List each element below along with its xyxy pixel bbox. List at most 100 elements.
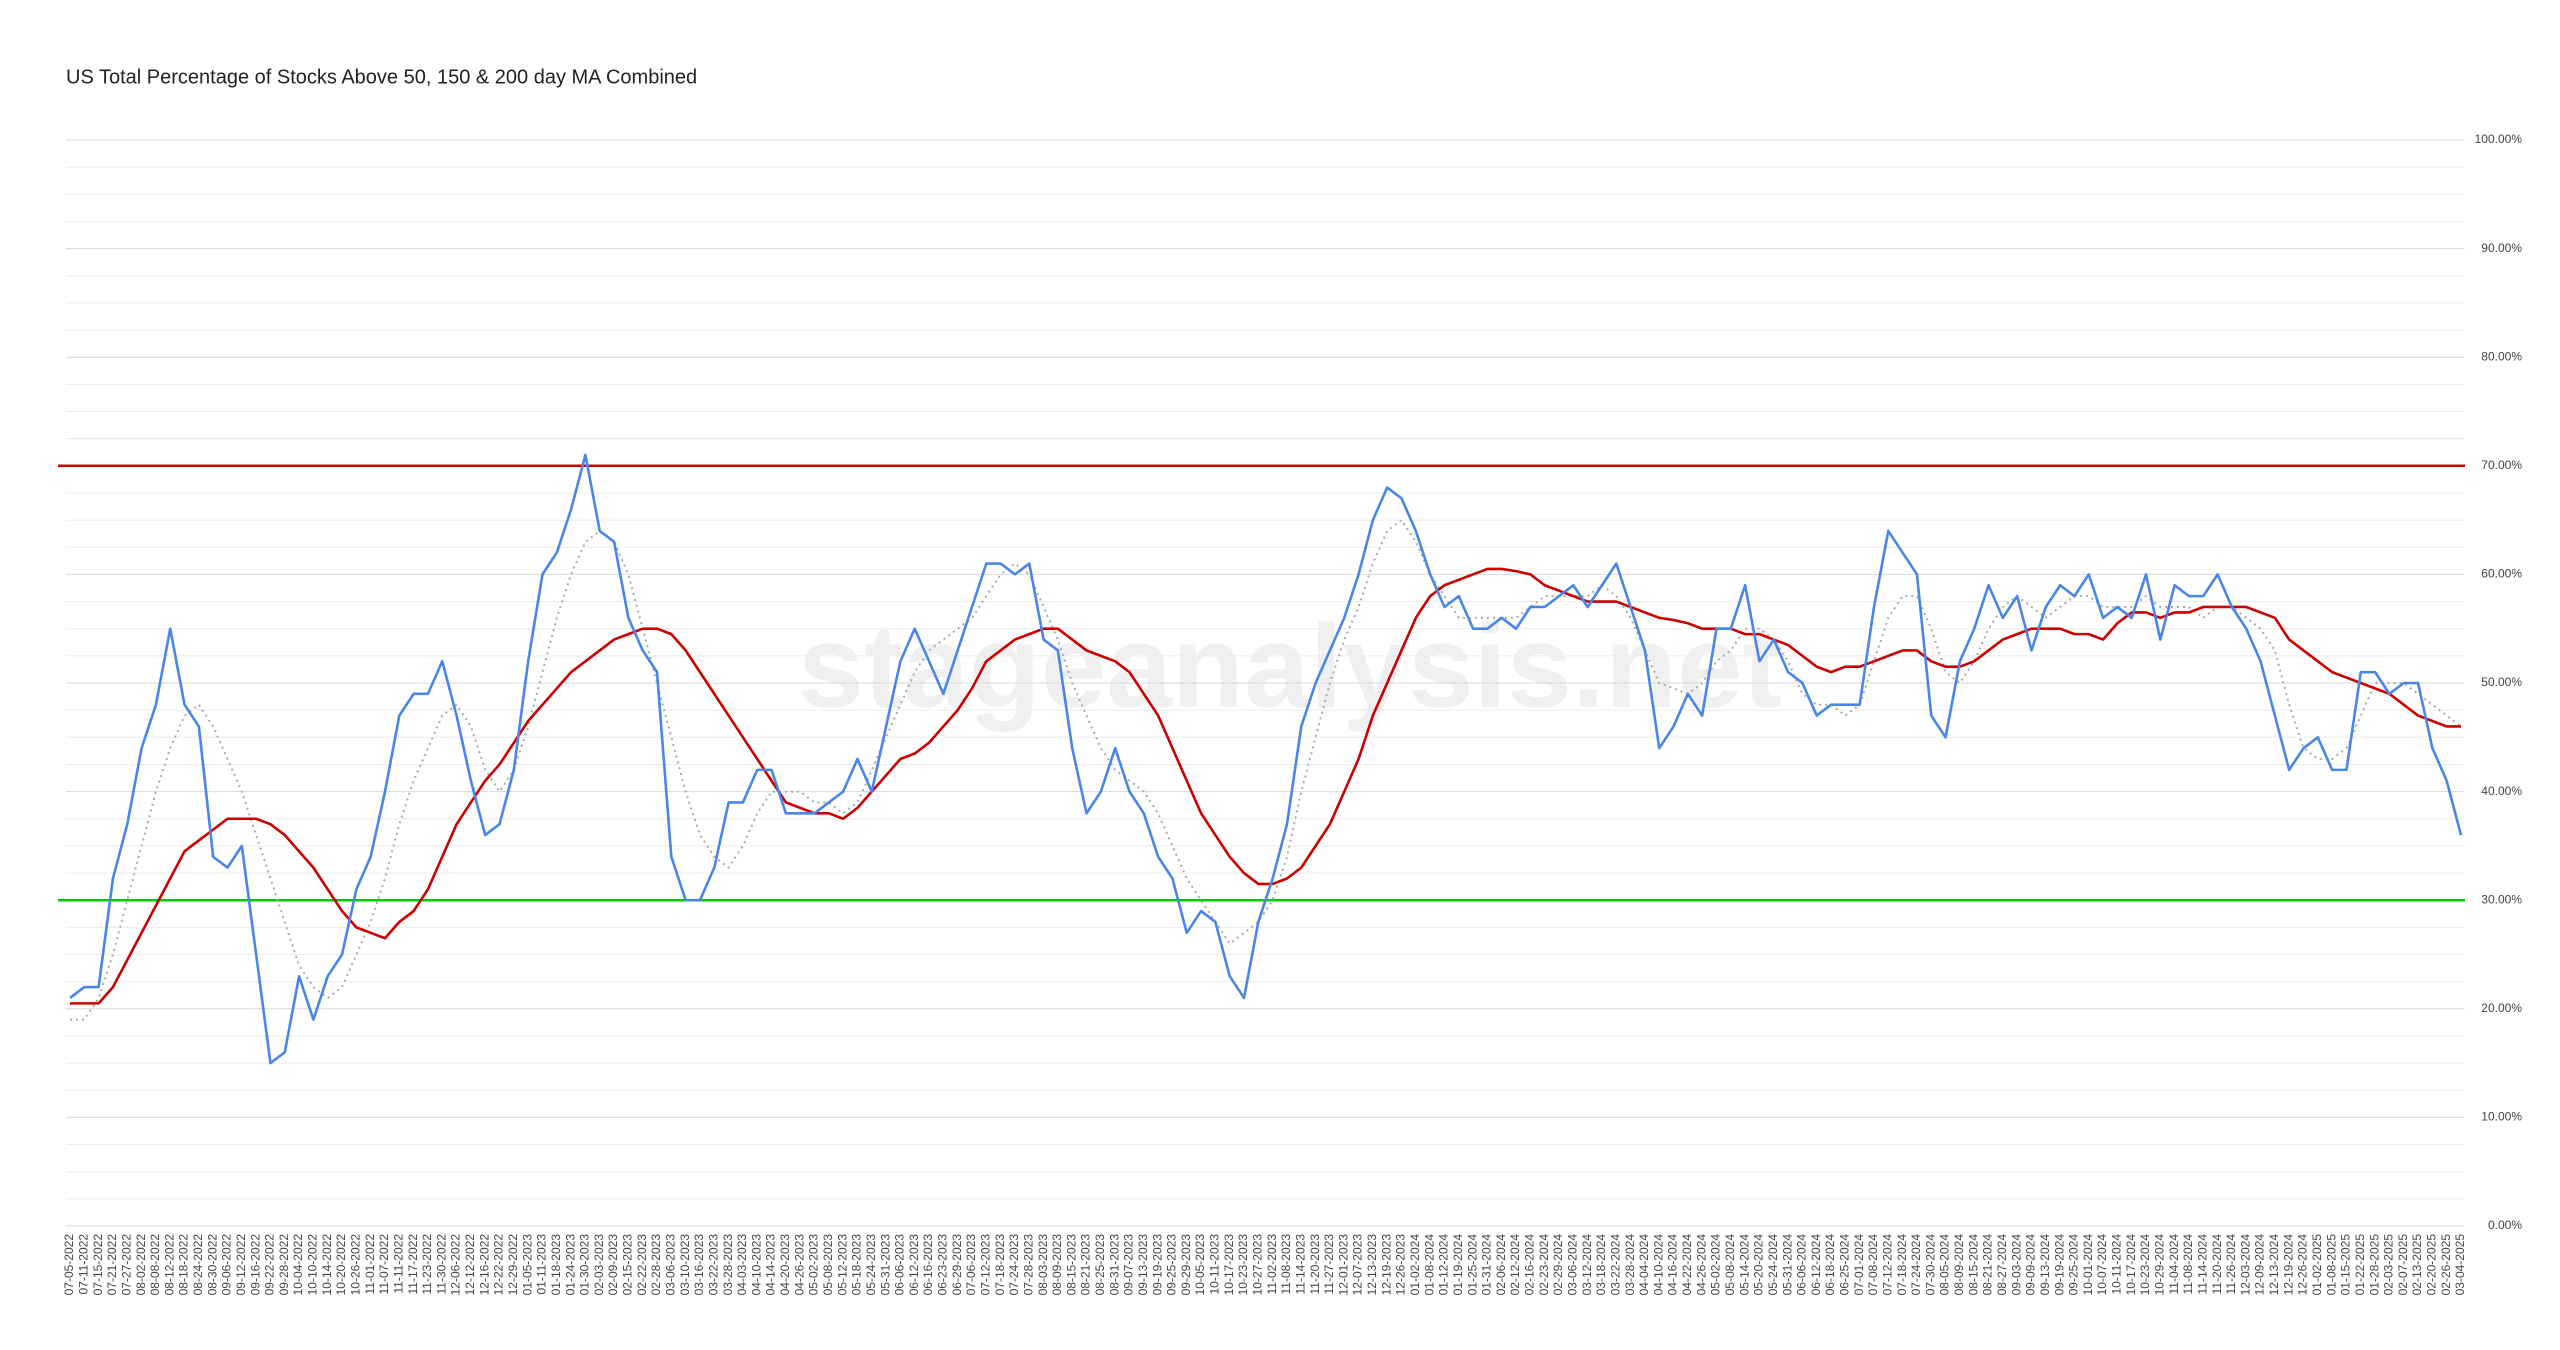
x-tick-label: 09-12-2022 xyxy=(234,1234,248,1296)
x-tick-label: 11-07-2022 xyxy=(377,1234,391,1295)
x-tick-label: 03-06-2024 xyxy=(1565,1234,1579,1296)
x-tick-label: 11-20-2023 xyxy=(1308,1234,1322,1295)
x-tick-label: 10-23-2023 xyxy=(1236,1234,1250,1296)
x-tick-label: 12-07-2023 xyxy=(1351,1234,1365,1296)
x-tick-label: 08-03-2023 xyxy=(1036,1234,1050,1296)
x-tick-label: 04-26-2024 xyxy=(1694,1234,1708,1296)
x-tick-label: 01-11-2023 xyxy=(535,1234,549,1295)
x-tick-label: 01-08-2025 xyxy=(2324,1234,2338,1296)
x-tick-label: 02-23-2024 xyxy=(1537,1234,1551,1296)
x-tick-label: 02-07-2025 xyxy=(2396,1234,2410,1296)
x-tick-label: 12-13-2024 xyxy=(2267,1234,2281,1296)
x-tick-label: 02-03-2023 xyxy=(592,1234,606,1296)
x-tick-label: 01-02-2024 xyxy=(1408,1234,1422,1296)
x-tick-label: 08-09-2023 xyxy=(1050,1234,1064,1296)
y-tick-label: 60.00% xyxy=(2481,567,2522,581)
x-tick-label: 05-08-2023 xyxy=(821,1234,835,1296)
y-tick-label: 0.00% xyxy=(2488,1218,2522,1232)
x-tick-label: 09-19-2024 xyxy=(2052,1234,2066,1296)
x-tick-label: 11-04-2024 xyxy=(2167,1234,2181,1295)
x-tick-label: 05-18-2023 xyxy=(850,1234,864,1296)
x-tick-label: 08-21-2023 xyxy=(1079,1234,1093,1296)
x-tick-label: 05-31-2024 xyxy=(1780,1234,1794,1296)
x-tick-label: 08-18-2022 xyxy=(177,1234,191,1296)
x-tick-label: 09-19-2023 xyxy=(1150,1234,1164,1296)
x-tick-label: 04-03-2023 xyxy=(735,1234,749,1296)
x-tick-label: 07-12-2024 xyxy=(1880,1234,1894,1296)
x-tick-label: 10-11-2024 xyxy=(2110,1234,2124,1295)
x-tick-label: 10-20-2022 xyxy=(334,1234,348,1296)
x-tick-label: 04-10-2024 xyxy=(1651,1234,1665,1296)
x-tick-label: 09-06-2022 xyxy=(220,1234,234,1296)
x-tick-label: 09-13-2024 xyxy=(2038,1234,2052,1296)
x-tick-label: 06-06-2024 xyxy=(1795,1234,1809,1296)
x-tick-label: 01-12-2024 xyxy=(1437,1234,1451,1296)
x-tick-label: 01-30-2023 xyxy=(578,1234,592,1296)
x-tick-label: 12-09-2024 xyxy=(2253,1234,2267,1296)
x-tick-label: 10-10-2022 xyxy=(306,1234,320,1296)
x-tick-label: 12-19-2023 xyxy=(1379,1234,1393,1296)
x-tick-label: 06-12-2024 xyxy=(1809,1234,1823,1296)
y-tick-label: 70.00% xyxy=(2481,458,2522,472)
x-tick-label: 02-15-2023 xyxy=(621,1234,635,1296)
x-tick-label: 07-08-2024 xyxy=(1866,1234,1880,1296)
x-tick-label: 09-16-2022 xyxy=(248,1234,262,1296)
x-tick-label: 11-17-2022 xyxy=(406,1234,420,1295)
x-tick-label: 03-28-2023 xyxy=(721,1234,735,1296)
x-tick-label: 04-14-2023 xyxy=(764,1234,778,1296)
y-tick-label: 10.00% xyxy=(2481,1110,2522,1124)
x-tick-label: 07-06-2023 xyxy=(964,1234,978,1296)
x-tick-label: 12-26-2024 xyxy=(2296,1234,2310,1296)
x-tick-label: 01-31-2024 xyxy=(1480,1234,1494,1296)
x-tick-label: 04-26-2023 xyxy=(792,1234,806,1296)
x-tick-label: 02-16-2024 xyxy=(1523,1234,1537,1296)
x-tick-label: 01-19-2024 xyxy=(1451,1234,1465,1296)
x-tick-label: 09-25-2024 xyxy=(2067,1234,2081,1296)
x-tick-label: 03-04-2025 xyxy=(2453,1234,2467,1296)
x-tick-label: 05-02-2024 xyxy=(1709,1234,1723,1296)
x-tick-label: 08-12-2022 xyxy=(162,1234,176,1296)
x-tick-label: 01-28-2025 xyxy=(2367,1234,2381,1296)
x-tick-label: 07-12-2023 xyxy=(978,1234,992,1296)
x-tick-label: 02-22-2023 xyxy=(635,1234,649,1296)
x-tick-label: 10-07-2024 xyxy=(2095,1234,2109,1296)
x-tick-label: 01-02-2025 xyxy=(2310,1234,2324,1296)
x-tick-label: 11-01-2022 xyxy=(363,1234,377,1295)
x-tick-label: 06-23-2023 xyxy=(936,1234,950,1296)
x-tick-label: 06-16-2023 xyxy=(921,1234,935,1296)
x-tick-label: 11-26-2024 xyxy=(2224,1234,2238,1295)
x-tick-label: 08-05-2024 xyxy=(1938,1234,1952,1296)
x-tick-label: 04-04-2024 xyxy=(1637,1234,1651,1296)
x-tick-label: 10-14-2022 xyxy=(320,1234,334,1296)
x-tick-label: 08-24-2022 xyxy=(191,1234,205,1296)
x-tick-label: 06-12-2023 xyxy=(907,1234,921,1296)
x-tick-label: 07-05-2022 xyxy=(62,1234,76,1296)
x-tick-label: 10-17-2023 xyxy=(1222,1234,1236,1296)
x-tick-label: 11-20-2024 xyxy=(2210,1234,2224,1295)
x-tick-label: 07-01-2024 xyxy=(1852,1234,1866,1296)
x-tick-label: 10-04-2022 xyxy=(291,1234,305,1296)
x-tick-label: 02-20-2025 xyxy=(2425,1234,2439,1296)
x-tick-label: 09-29-2023 xyxy=(1179,1234,1193,1296)
x-tick-label: 03-16-2023 xyxy=(692,1234,706,1296)
x-tick-label: 08-15-2024 xyxy=(1966,1234,1980,1296)
x-tick-label: 11-08-2024 xyxy=(2181,1234,2195,1295)
x-tick-label: 02-06-2024 xyxy=(1494,1234,1508,1296)
x-tick-label: 03-22-2023 xyxy=(706,1234,720,1296)
x-tick-label: 02-13-2025 xyxy=(2410,1234,2424,1296)
x-tick-label: 07-24-2023 xyxy=(1007,1234,1021,1296)
x-tick-label: 12-29-2022 xyxy=(506,1234,520,1296)
x-tick-label: 01-18-2023 xyxy=(549,1234,563,1296)
x-tick-label: 11-14-2023 xyxy=(1293,1234,1307,1295)
x-tick-label: 12-16-2022 xyxy=(477,1234,491,1296)
x-tick-label: 08-25-2023 xyxy=(1093,1234,1107,1296)
x-tick-label: 07-18-2024 xyxy=(1895,1234,1909,1296)
x-tick-label: 07-24-2024 xyxy=(1909,1234,1923,1296)
x-tick-label: 03-28-2024 xyxy=(1623,1234,1637,1296)
x-tick-label: 10-29-2024 xyxy=(2153,1234,2167,1296)
x-tick-label: 03-22-2024 xyxy=(1608,1234,1622,1296)
x-tick-label: 09-28-2022 xyxy=(277,1234,291,1296)
x-tick-label: 04-10-2023 xyxy=(749,1234,763,1296)
x-tick-label: 12-19-2024 xyxy=(2281,1234,2295,1296)
